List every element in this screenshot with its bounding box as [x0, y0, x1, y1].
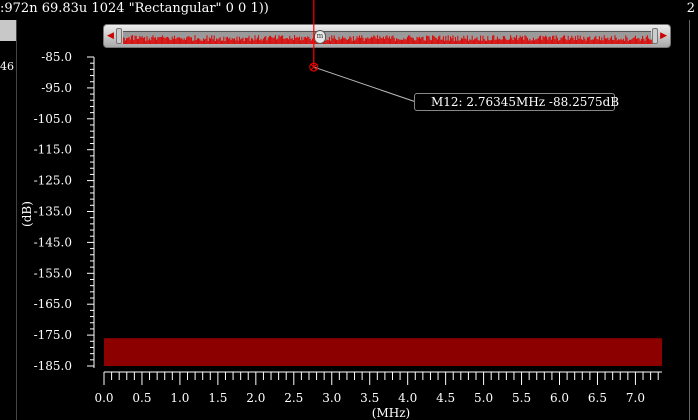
x-tick-label: 5.0 — [474, 391, 493, 405]
scroll-right-handle[interactable] — [652, 28, 658, 44]
y-tick-label: -185.0 — [34, 359, 72, 373]
x-tick-label: 6.0 — [550, 391, 569, 405]
y-tick-label: -175.0 — [34, 328, 72, 342]
y-tick-label: -155.0 — [34, 266, 72, 280]
x-axis: 0.0 0.5 1.0 1.5 2.0 2.5 3.0 3.5 4.0 4.5 5.0 5.5 6.0 6… — [94, 371, 662, 405]
left-panel-tab[interactable] — [0, 20, 16, 41]
x-tick-label: 6.5 — [588, 391, 607, 405]
spectrum-trace — [104, 0, 662, 366]
y-tick-label: -115.0 — [34, 143, 72, 157]
x-tick-label: 2.5 — [284, 391, 303, 405]
scroll-thumb[interactable]: m — [314, 30, 326, 44]
marker-leader-line — [313, 66, 417, 103]
x-tick-label: 0.0 — [94, 391, 113, 405]
y-tick-label: -165.0 — [34, 297, 72, 311]
scroll-left-handle[interactable] — [116, 28, 122, 44]
marker-m12[interactable] — [309, 62, 417, 103]
zoom-scrollbar[interactable]: ◀ ▶ m — [103, 24, 671, 48]
scroll-right-arrow-icon[interactable]: ▶ — [660, 31, 667, 41]
left-panel-fragment: 46 — [0, 60, 14, 73]
x-tick-label: 4.0 — [398, 391, 417, 405]
x-tick-label: 2.0 — [246, 391, 265, 405]
y-tick-label: -135.0 — [34, 205, 72, 219]
marker-circle-icon[interactable] — [309, 62, 319, 72]
x-tick-label: 0.5 — [132, 391, 151, 405]
x-tick-label: 4.5 — [436, 391, 455, 405]
scroll-preview-trace — [123, 35, 653, 44]
right-panel-divider — [689, 20, 690, 420]
scroll-track[interactable] — [123, 31, 653, 44]
y-tick-label: -85.0 — [41, 50, 72, 64]
window-titlebar: :972n 69.83u 1024 "Rectangular" 0 0 1)) … — [0, 0, 698, 20]
x-tick-label: 1.0 — [170, 391, 189, 405]
y-tick-label: -145.0 — [34, 235, 72, 249]
x-tick-label: 1.5 — [208, 391, 227, 405]
scroll-left-arrow-icon[interactable]: ◀ — [107, 31, 114, 41]
window-title: :972n 69.83u 1024 "Rectangular" 0 0 1)) — [0, 1, 269, 16]
x-tick-label: 3.0 — [322, 391, 341, 405]
scroll-preview-path — [123, 35, 653, 44]
marker-readout[interactable]: M12: 2.76345MHz -88.2575dB — [414, 93, 619, 111]
window-corner-label: 2 — [686, 1, 695, 16]
x-axis-label: (MHz) — [372, 406, 410, 420]
y-axis-label: (dB) — [20, 201, 34, 227]
y-tick-label: -95.0 — [41, 81, 72, 95]
x-tick-label: 5.5 — [512, 391, 531, 405]
left-panel-divider — [16, 20, 17, 420]
marker-cross-icon — [310, 63, 318, 71]
y-tick-label: -105.0 — [34, 112, 72, 126]
x-tick-label: 7.0 — [626, 391, 645, 405]
spectrum-trace-floor-fill — [104, 338, 662, 366]
y-axis: -85.0 -95.0 -105.0 -115.0 -125.0 -135.0 -145.0… — [34, 50, 95, 373]
y-tick-label: -125.0 — [34, 174, 72, 188]
x-tick-label: 3.5 — [360, 391, 379, 405]
